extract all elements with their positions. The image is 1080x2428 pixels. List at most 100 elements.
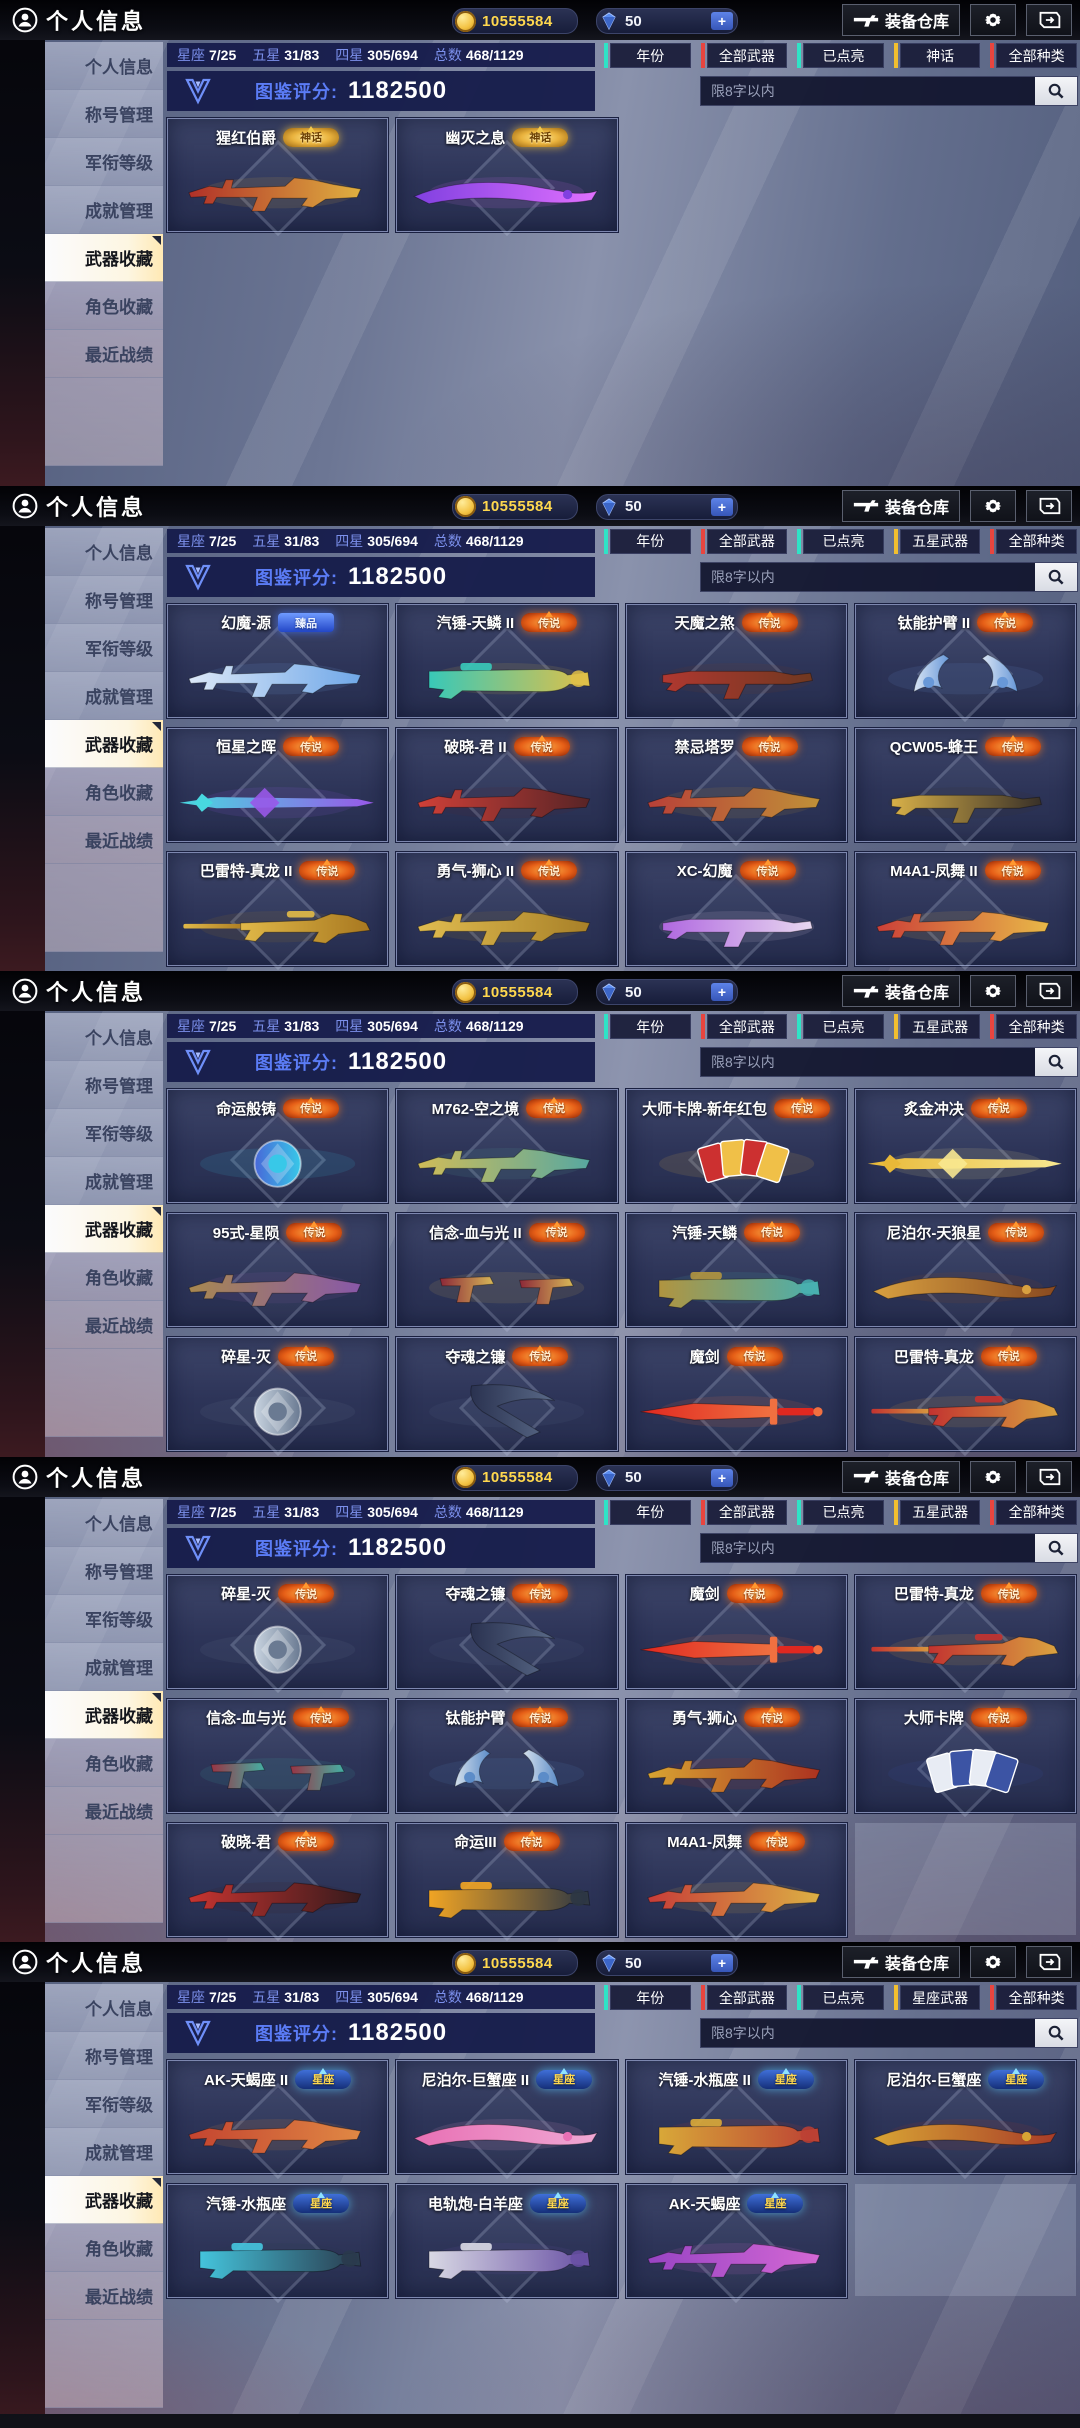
settings-button[interactable]: [970, 975, 1016, 1008]
diamond-balance[interactable]: 50 +: [596, 493, 738, 520]
weapon-card[interactable]: 禁忌塔罗 传说: [625, 727, 847, 842]
search-box[interactable]: [700, 2018, 1078, 2049]
settings-button[interactable]: [970, 1460, 1016, 1493]
search-box[interactable]: [700, 1532, 1078, 1563]
coin-balance[interactable]: 10555584: [452, 8, 578, 34]
filter-button-0[interactable]: 年份: [604, 528, 691, 554]
weapon-card[interactable]: M4A1-凤舞 II 传说: [854, 851, 1076, 966]
sidebar-item-0[interactable]: 个人信息: [45, 1498, 163, 1547]
weapon-card[interactable]: 汽锤-天鳞 II 传说: [396, 603, 618, 718]
filter-button-3[interactable]: 五星武器: [893, 1499, 981, 1525]
sidebar-item-5[interactable]: 角色收藏: [45, 767, 163, 816]
filter-button-2[interactable]: 已点亮: [797, 528, 884, 554]
sidebar-item-4[interactable]: 武器收藏: [45, 719, 163, 768]
add-diamonds-button[interactable]: +: [711, 497, 733, 516]
weapon-card[interactable]: 大师卡牌-新年红包 传说: [625, 1089, 847, 1204]
add-diamonds-button[interactable]: +: [711, 1468, 733, 1487]
weapon-card[interactable]: M4A1-凤舞 传说: [625, 1822, 847, 1937]
search-icon[interactable]: [1035, 77, 1077, 105]
diamond-balance[interactable]: 50 +: [596, 1464, 738, 1491]
weapon-card[interactable]: 碎星-灭 传说: [167, 1574, 389, 1689]
weapon-card[interactable]: 破晓-君 II 传说: [396, 727, 618, 842]
search-input[interactable]: [701, 1533, 1035, 1562]
sidebar-item-2[interactable]: 军衔等级: [45, 623, 163, 672]
filter-button-0[interactable]: 年份: [604, 43, 691, 68]
weapon-card[interactable]: XC-幻魔 传说: [625, 851, 847, 966]
filter-button-3[interactable]: 神话: [893, 43, 981, 68]
sidebar-item-6[interactable]: 最近战绩: [45, 2272, 163, 2321]
search-box[interactable]: [700, 1047, 1078, 1078]
weapon-card[interactable]: 巴雷特-真龙 传说: [854, 1337, 1076, 1452]
add-diamonds-button[interactable]: +: [711, 1954, 733, 1973]
sidebar-item-4[interactable]: 武器收藏: [45, 1205, 163, 1254]
search-input[interactable]: [701, 2019, 1035, 2048]
filter-button-2[interactable]: 已点亮: [797, 1014, 884, 1040]
search-icon[interactable]: [1035, 562, 1077, 591]
sidebar-item-2[interactable]: 军衔等级: [45, 2080, 163, 2129]
weapon-card[interactable]: 破晓-君 传说: [167, 1822, 389, 1937]
sidebar-item-2[interactable]: 军衔等级: [45, 1109, 163, 1158]
sidebar-item-0[interactable]: 个人信息: [45, 1013, 163, 1062]
filter-button-3[interactable]: 星座武器: [893, 1985, 981, 2011]
weapon-card[interactable]: 夺魂之镰 传说: [396, 1337, 618, 1452]
search-input[interactable]: [701, 1048, 1035, 1077]
sidebar-item-1[interactable]: 称号管理: [45, 1061, 163, 1110]
filter-button-3[interactable]: 五星武器: [893, 528, 981, 554]
weapon-card[interactable]: 命运般铸 传说: [167, 1089, 389, 1204]
sidebar-item-0[interactable]: 个人信息: [45, 42, 163, 90]
filter-button-4[interactable]: 全部种类: [990, 1985, 1077, 2011]
weapon-card[interactable]: 恒星之晖 传说: [167, 727, 389, 842]
sidebar-item-3[interactable]: 成就管理: [45, 1157, 163, 1206]
add-diamonds-button[interactable]: +: [711, 983, 733, 1002]
weapon-card[interactable]: AK-天蝎座 星座: [625, 2184, 847, 2299]
weapon-card[interactable]: 汽锤-天鳞 传说: [625, 1213, 847, 1328]
search-input[interactable]: [701, 77, 1035, 105]
filter-button-4[interactable]: 全部种类: [990, 1014, 1077, 1040]
exit-button[interactable]: [1026, 4, 1072, 36]
equipment-warehouse-button[interactable]: 装备仓库: [841, 489, 960, 522]
weapon-card[interactable]: 巴雷特-真龙 传说: [854, 1574, 1076, 1689]
weapon-card[interactable]: 尼泊尔-巨蟹座 II 星座: [396, 2060, 618, 2175]
weapon-card[interactable]: 碎星-灭 传说: [167, 1337, 389, 1452]
search-box[interactable]: [700, 561, 1078, 592]
sidebar-item-6[interactable]: 最近战绩: [45, 330, 163, 378]
weapon-card[interactable]: 尼泊尔-天狼星 传说: [854, 1213, 1076, 1328]
exit-button[interactable]: [1026, 975, 1072, 1008]
sidebar-item-4[interactable]: 武器收藏: [45, 1690, 163, 1739]
sidebar-item-2[interactable]: 军衔等级: [45, 138, 163, 186]
equipment-warehouse-button[interactable]: 装备仓库: [841, 975, 960, 1008]
weapon-card[interactable]: 信念-血与光 II 传说: [396, 1213, 618, 1328]
weapon-card[interactable]: 夺魂之镰 传说: [396, 1574, 618, 1689]
weapon-card[interactable]: 信念-血与光 传说: [167, 1698, 389, 1813]
weapon-card[interactable]: 猩红伯爵 神话: [167, 118, 389, 232]
coin-balance[interactable]: 10555584: [452, 493, 578, 520]
weapon-card[interactable]: QCW05-蜂王 传说: [854, 727, 1076, 842]
exit-button[interactable]: [1026, 1946, 1072, 1979]
diamond-balance[interactable]: 50 +: [596, 1950, 738, 1977]
sidebar-item-3[interactable]: 成就管理: [45, 2128, 163, 2177]
weapon-card[interactable]: 魔剑 传说: [625, 1574, 847, 1689]
sidebar-item-1[interactable]: 称号管理: [45, 1546, 163, 1595]
weapon-card[interactable]: 汽锤-水瓶座 星座: [167, 2184, 389, 2299]
filter-button-0[interactable]: 年份: [604, 1014, 691, 1040]
filter-button-2[interactable]: 已点亮: [797, 1985, 884, 2011]
weapon-card[interactable]: 勇气-狮心 II 传说: [396, 851, 618, 966]
sidebar-item-1[interactable]: 称号管理: [45, 575, 163, 624]
filter-button-2[interactable]: 已点亮: [797, 43, 884, 68]
filter-button-1[interactable]: 全部武器: [700, 1014, 788, 1040]
weapon-card[interactable]: M762-空之境 传说: [396, 1089, 618, 1204]
sidebar-item-5[interactable]: 角色收藏: [45, 282, 163, 330]
weapon-card[interactable]: 幽灭之息 神话: [396, 118, 618, 232]
weapon-card[interactable]: 钛能护臂 II 传说: [854, 603, 1076, 718]
sidebar-item-1[interactable]: 称号管理: [45, 90, 163, 138]
filter-button-0[interactable]: 年份: [604, 1499, 691, 1525]
weapon-card[interactable]: 大师卡牌 传说: [854, 1698, 1076, 1813]
weapon-card[interactable]: AK-天蝎座 II 星座: [167, 2060, 389, 2175]
sidebar-item-6[interactable]: 最近战绩: [45, 815, 163, 864]
sidebar-item-1[interactable]: 称号管理: [45, 2032, 163, 2081]
coin-balance[interactable]: 10555584: [452, 1950, 578, 1977]
weapon-card[interactable]: 尼泊尔-巨蟹座 星座: [854, 2060, 1076, 2175]
sidebar-item-4[interactable]: 武器收藏: [45, 2176, 163, 2225]
filter-button-4[interactable]: 全部种类: [990, 528, 1077, 554]
equipment-warehouse-button[interactable]: 装备仓库: [841, 1460, 960, 1493]
